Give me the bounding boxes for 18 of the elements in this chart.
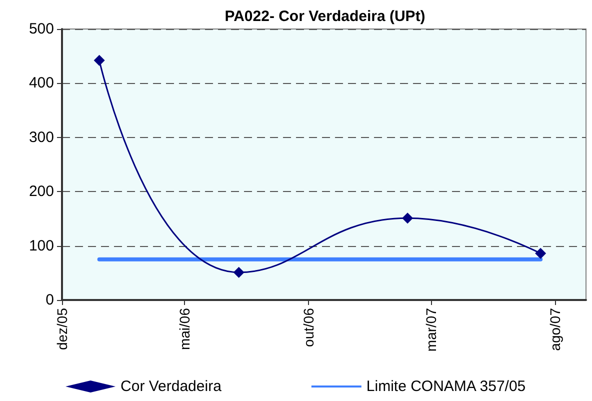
point [402, 212, 414, 224]
x-tick-label: mai/06 [176, 308, 192, 350]
y-tick-label: 500 [28, 20, 54, 38]
chart-title: PA022- Cor Verdadeira (UPt) [224, 8, 426, 25]
y-tick-label: 0 [46, 292, 54, 308]
y-tick-label: 100 [28, 237, 54, 254]
x-tick-label: ago/07 [547, 308, 564, 351]
legend-label: Cor Verdadeira [120, 378, 222, 395]
x-tick-label: mar/07 [423, 308, 440, 352]
x-tick-label: dez/05 [54, 308, 70, 350]
y-tick-label: 300 [28, 128, 54, 146]
y-tick-label: 400 [28, 74, 54, 92]
legend-label: Limite CONAMA 357/05 [366, 378, 526, 395]
point [94, 54, 105, 66]
y-tick-label: 200 [28, 183, 54, 200]
point [535, 248, 546, 259]
x-tick-label: out/06 [300, 308, 317, 347]
point [233, 266, 244, 278]
